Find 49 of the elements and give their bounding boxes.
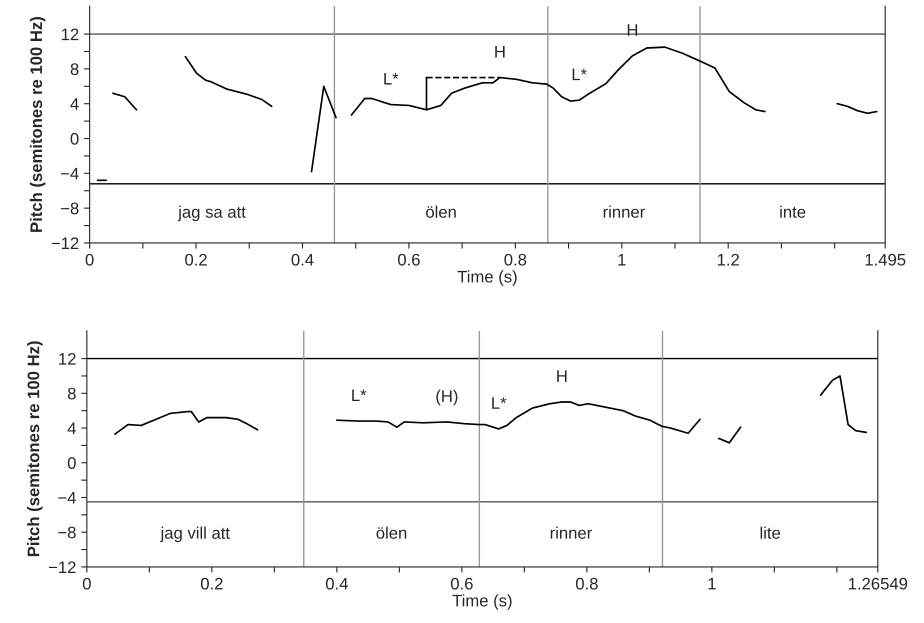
annotation: H xyxy=(628,24,638,36)
y-tick-label: 4 xyxy=(70,98,79,110)
x-tick-label: 1 xyxy=(618,254,626,266)
y-tick-label: −4 xyxy=(61,168,79,180)
x-tick-label: 0 xyxy=(82,578,91,590)
x-tick-label: 0.8 xyxy=(504,254,526,266)
annotation: rinner xyxy=(550,526,592,539)
annotation: jag sa att xyxy=(178,206,246,222)
x-tick-label: 0.6 xyxy=(398,254,420,266)
annotation: L* xyxy=(492,397,506,409)
annotation: L* xyxy=(572,68,587,80)
y-tick-label: 12 xyxy=(59,352,76,365)
y-tick-label: 8 xyxy=(70,63,78,76)
annotation: L* xyxy=(352,390,366,401)
y-tick-label: −12 xyxy=(48,561,76,573)
x-tick-label: 0.4 xyxy=(292,254,314,266)
y-tick-label: −8 xyxy=(61,202,78,214)
y-tick-label: 12 xyxy=(62,28,78,40)
annotation: (H) xyxy=(436,390,458,406)
annotation: ölen xyxy=(426,206,456,218)
x-tick-label: 0.8 xyxy=(576,578,598,590)
x-tick-label: 1.2 xyxy=(718,254,739,266)
x-axis-title: Time (s) xyxy=(452,594,512,610)
y-tick-label: −4 xyxy=(58,492,76,504)
x-tick-label: 0.2 xyxy=(200,578,223,590)
annotation: L* xyxy=(384,72,398,84)
annotation: H xyxy=(557,370,567,382)
annotation: jag vill att xyxy=(160,526,230,542)
y-axis-title: Pitch (semitones re 100 Hz) xyxy=(27,341,43,556)
y-tick-label: −8 xyxy=(58,526,76,538)
y-tick-label: 4 xyxy=(68,422,76,434)
y-axis-title: Pitch (semitones re 100 Hz) xyxy=(30,17,46,232)
x-tick-label: 0 xyxy=(86,254,94,266)
x-axis-title: Time (s) xyxy=(458,270,517,286)
y-tick-label: 0 xyxy=(68,457,76,469)
y-tick-label: −12 xyxy=(52,237,78,250)
x-tick-label: 0.4 xyxy=(326,578,348,590)
x-tick-label: 1.495 xyxy=(866,254,906,266)
annotation: inte xyxy=(780,206,806,218)
y-tick-label: 8 xyxy=(68,388,76,400)
x-tick-label: 1 xyxy=(708,578,716,590)
x-tick-label: 1.26549 xyxy=(848,578,908,590)
y-tick-label: 0 xyxy=(70,132,79,145)
annotation: rinner xyxy=(604,206,645,218)
annotation: lite xyxy=(760,526,780,539)
annotation: ölen xyxy=(376,526,406,539)
annotation: H xyxy=(495,46,505,58)
x-tick-label: 0.6 xyxy=(450,578,473,590)
x-tick-label: 0.2 xyxy=(185,254,207,266)
